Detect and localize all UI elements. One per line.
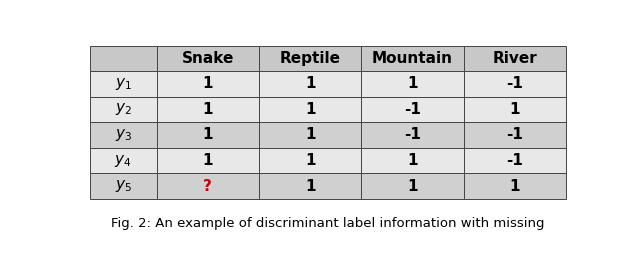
Text: 1: 1: [407, 77, 418, 91]
Text: River: River: [493, 51, 537, 66]
Bar: [464, 173, 566, 199]
Text: 1: 1: [407, 179, 418, 194]
Text: $y_4$: $y_4$: [115, 152, 132, 168]
Bar: [362, 148, 464, 173]
Bar: [464, 71, 566, 97]
Text: Fig. 2: An example of discriminant label information with missing: Fig. 2: An example of discriminant label…: [111, 217, 545, 230]
Text: Reptile: Reptile: [280, 51, 340, 66]
Bar: [90, 46, 157, 71]
Text: Mountain: Mountain: [372, 51, 453, 66]
Text: 1: 1: [202, 128, 213, 143]
Text: $y_2$: $y_2$: [115, 101, 132, 117]
Bar: [464, 122, 566, 148]
Bar: [464, 97, 566, 122]
Bar: [362, 46, 464, 71]
Text: 1: 1: [407, 153, 418, 168]
Bar: [90, 122, 157, 148]
Bar: [259, 122, 362, 148]
Bar: [157, 97, 259, 122]
Text: 1: 1: [305, 77, 316, 91]
Bar: [259, 71, 362, 97]
Bar: [157, 173, 259, 199]
Text: ?: ?: [204, 179, 212, 194]
Bar: [259, 46, 362, 71]
Text: 1: 1: [509, 102, 520, 117]
Bar: [259, 97, 362, 122]
Text: 1: 1: [305, 179, 316, 194]
Text: 1: 1: [202, 153, 213, 168]
Text: -1: -1: [506, 153, 524, 168]
Text: 1: 1: [509, 179, 520, 194]
Text: 1: 1: [202, 77, 213, 91]
Bar: [464, 148, 566, 173]
Text: 1: 1: [305, 128, 316, 143]
Text: -1: -1: [404, 102, 421, 117]
Bar: [90, 173, 157, 199]
Bar: [90, 148, 157, 173]
Bar: [362, 173, 464, 199]
Text: $y_1$: $y_1$: [115, 76, 132, 92]
Text: 1: 1: [305, 153, 316, 168]
Text: Snake: Snake: [182, 51, 234, 66]
Bar: [362, 71, 464, 97]
Bar: [362, 97, 464, 122]
Text: -1: -1: [506, 128, 524, 143]
Text: 1: 1: [305, 102, 316, 117]
Bar: [259, 173, 362, 199]
Text: -1: -1: [506, 77, 524, 91]
Text: $y_3$: $y_3$: [115, 127, 132, 143]
Bar: [90, 71, 157, 97]
Bar: [157, 71, 259, 97]
Text: 1: 1: [202, 102, 213, 117]
Bar: [157, 148, 259, 173]
Bar: [259, 148, 362, 173]
Bar: [157, 46, 259, 71]
Text: -1: -1: [404, 128, 421, 143]
Bar: [157, 122, 259, 148]
Bar: [90, 97, 157, 122]
Text: $y_5$: $y_5$: [115, 178, 132, 194]
Bar: [362, 122, 464, 148]
Bar: [464, 46, 566, 71]
